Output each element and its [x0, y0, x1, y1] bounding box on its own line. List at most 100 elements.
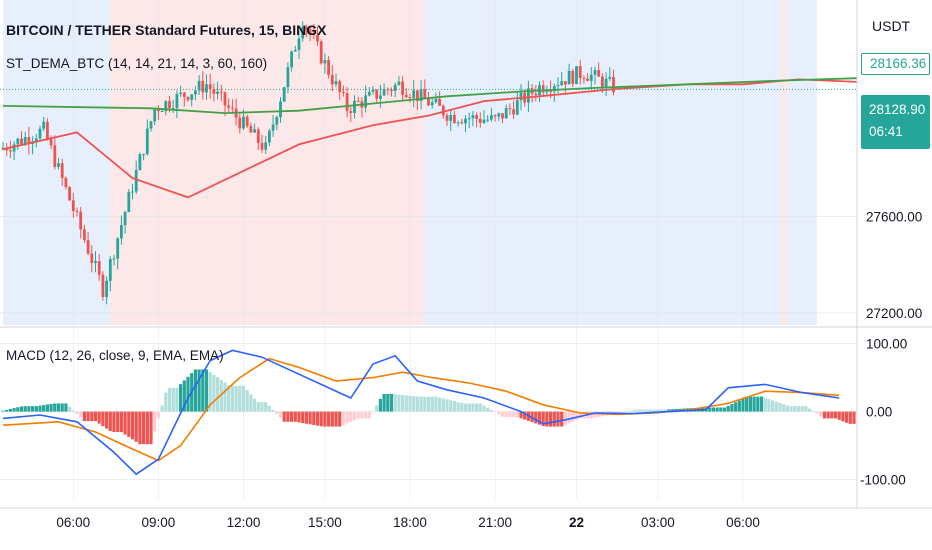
price-scale-ticks[interactable]: 27600.00 27200.00	[866, 210, 922, 321]
macd-histogram-bar	[108, 411, 112, 432]
macd-histogram-bar	[249, 394, 253, 412]
candle-body	[519, 92, 523, 101]
macd-histogram-bar	[467, 403, 471, 412]
macd-histogram-bar	[537, 411, 542, 425]
candle-body	[190, 94, 194, 100]
candle-body	[275, 117, 279, 125]
macd-histogram-bar	[745, 397, 749, 412]
macd-histogram-bar	[378, 398, 382, 412]
macd-histogram-bar	[571, 411, 575, 422]
macd-histogram-bar	[275, 411, 279, 414]
currency-label[interactable]: USDT	[872, 18, 911, 34]
macd-histogram-bar	[771, 400, 775, 412]
candle-body	[549, 91, 552, 93]
macd-histogram-bar	[71, 410, 75, 412]
macd-histogram-bar	[482, 405, 486, 412]
time-scale-panel	[0, 502, 932, 550]
macd-histogram-bar	[793, 406, 797, 412]
candle-body	[471, 115, 475, 119]
chart-title[interactable]: BITCOIN / TETHER Standard Futures, 15, B…	[6, 22, 327, 38]
macd-histogram-bar	[293, 411, 297, 422]
candle-body	[86, 240, 90, 254]
macd-histogram-bar	[219, 379, 223, 412]
macd-scale-ticks[interactable]: 100.00 0.00 -100.00	[860, 337, 907, 488]
candle-body	[138, 154, 142, 171]
macd-histogram-bar	[230, 385, 234, 412]
tick-label: 27200.00	[866, 306, 922, 321]
candle-body	[20, 138, 23, 145]
tick-label: 21:00	[478, 515, 512, 530]
macd-histogram-bar	[164, 392, 168, 412]
macd-histogram-bar	[156, 411, 160, 419]
macd-histogram-bar	[79, 411, 83, 418]
macd-histogram-bar	[737, 400, 741, 412]
candle-body	[308, 29, 312, 35]
candle-body	[541, 85, 545, 93]
candle-body	[34, 138, 38, 142]
macd-histogram-bar	[708, 407, 712, 412]
time-axis-ticks[interactable]: 06:00 09:00 12:00 15:00 18:00 21:00 22 03:00 06:…	[56, 515, 759, 530]
macd-histogram-bar	[127, 411, 131, 437]
tick-label: 27600.00	[866, 210, 922, 225]
candle-body	[268, 130, 271, 143]
macd-histogram-bar	[82, 411, 86, 422]
candle-body	[604, 78, 608, 88]
tick-label: 09:00	[142, 515, 176, 530]
macd-histogram-bar	[841, 411, 845, 422]
indicator-legend[interactable]: ST_DEMA_BTC (14, 14, 21, 14, 3, 60, 160)	[6, 56, 268, 71]
candle-body	[105, 280, 108, 297]
candle-body	[349, 111, 353, 113]
candle-body	[201, 80, 205, 93]
candle-body	[330, 74, 334, 85]
candle-body	[75, 210, 79, 212]
macd-histogram-bar	[171, 387, 175, 412]
candle-body	[57, 163, 60, 167]
macd-histogram-bar	[441, 398, 445, 412]
tick-label: 12:00	[227, 515, 261, 530]
macd-histogram-bar	[752, 396, 756, 412]
macd-histogram-bar	[671, 409, 675, 412]
macd-histogram-bar	[826, 411, 830, 419]
macd-legend[interactable]: MACD (12, 26, close, 9, EMA, EMA)	[6, 348, 224, 363]
macd-histogram-bar	[615, 411, 619, 414]
macd-histogram-bar	[804, 406, 808, 412]
macd-histogram-bar	[34, 406, 38, 412]
macd-histogram-bar	[478, 403, 482, 412]
macd-histogram-bar	[197, 369, 201, 412]
macd-histogram-bar	[97, 411, 101, 424]
macd-histogram-bar	[404, 395, 408, 412]
candle-body	[112, 258, 116, 260]
macd-histogram-bar	[260, 402, 264, 412]
candle-body	[393, 84, 397, 91]
macd-histogram-bar	[238, 385, 242, 412]
macd-histogram-bar	[256, 402, 260, 412]
macd-histogram-bar	[515, 411, 519, 418]
macd-histogram-bar	[504, 411, 508, 418]
macd-histogram-bar	[278, 411, 283, 418]
candle-body	[515, 100, 519, 115]
candle-body	[586, 78, 589, 81]
macd-histogram-bar	[652, 409, 656, 412]
macd-histogram-bar	[382, 393, 386, 412]
candle-body	[164, 101, 168, 112]
macd-histogram-bar	[149, 411, 153, 445]
macd-histogram-bar	[282, 411, 286, 422]
candle-body	[342, 92, 345, 94]
tick-label: 22	[569, 515, 584, 530]
candle-body	[486, 119, 490, 121]
macd-histogram-bar	[452, 401, 456, 412]
macd-histogram-bar	[508, 411, 512, 418]
candle-body	[467, 118, 471, 120]
macd-histogram-bar	[730, 404, 734, 412]
candle-body	[23, 137, 27, 145]
candle-body	[397, 81, 401, 85]
macd-histogram-bar	[648, 409, 653, 412]
macd-histogram-bar	[549, 411, 553, 427]
macd-histogram-bar	[297, 411, 301, 423]
macd-histogram-bar	[759, 396, 764, 412]
macd-histogram-bar	[38, 405, 42, 412]
candle-body	[297, 38, 301, 50]
tick-label: 0.00	[866, 405, 892, 420]
candle-body	[293, 49, 297, 52]
